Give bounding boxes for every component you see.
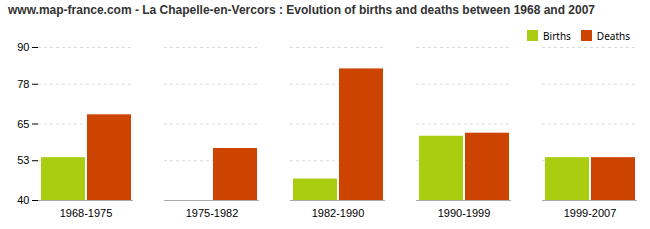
svg-text:1999-2007: 1999-2007 (564, 207, 617, 219)
html-text:www.map-france.com - La Chapel: www.map-france.com - La Chapelle-en-Verc… (8, 3, 595, 17)
svg-text:1968-1975: 1968-1975 (60, 207, 113, 219)
svg-text:78: 78 (17, 78, 29, 90)
svg-text:1975-1982: 1975-1982 (186, 207, 239, 219)
svg-text:53: 53 (17, 154, 29, 166)
svg-text:65: 65 (17, 118, 29, 130)
html-text:Births: Births (543, 28, 571, 43)
svg-text:40: 40 (17, 194, 29, 206)
html-text:Deaths: Deaths (596, 28, 630, 43)
svg-text:1990-1999: 1990-1999 (438, 207, 491, 219)
svg-text:1982-1990: 1982-1990 (312, 207, 365, 219)
svg-text:90: 90 (17, 41, 29, 53)
